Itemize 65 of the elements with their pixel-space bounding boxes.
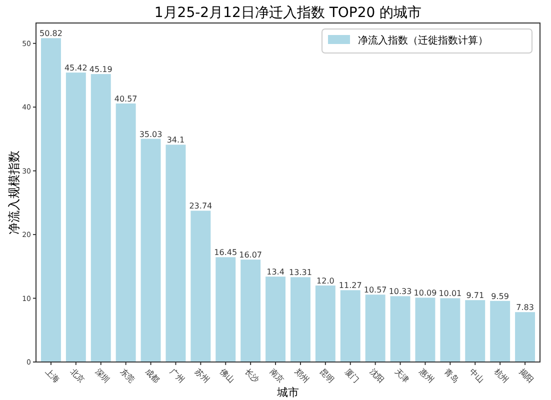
bar bbox=[66, 72, 86, 362]
x-tick-label: 揭阳 bbox=[518, 367, 536, 385]
data-label: 34.1 bbox=[166, 136, 185, 145]
x-tick-label: 中山 bbox=[468, 367, 486, 385]
legend-label: 净流入指数（迁徙指数计算） bbox=[358, 34, 488, 46]
bar bbox=[465, 300, 486, 362]
data-label: 13.4 bbox=[266, 268, 284, 277]
bar bbox=[340, 290, 360, 362]
x-tick-label: 杭州 bbox=[492, 366, 510, 385]
x-tick-label: 惠州 bbox=[417, 366, 436, 385]
x-axis-title: 城市 bbox=[276, 386, 299, 399]
data-label: 16.07 bbox=[239, 250, 262, 260]
data-label: 45.42 bbox=[64, 64, 88, 73]
bar bbox=[415, 298, 436, 362]
data-label: 50.82 bbox=[40, 29, 62, 38]
data-label: 16.45 bbox=[214, 248, 238, 258]
y-axis-title: 净流入规模指数 bbox=[7, 150, 21, 234]
bar bbox=[216, 257, 236, 362]
bar bbox=[240, 260, 261, 362]
legend: 净流入指数（迁徙指数计算） bbox=[322, 28, 532, 54]
data-label: 13.31 bbox=[289, 268, 312, 278]
data-label: 10.01 bbox=[438, 289, 462, 298]
x-tick-label: 南京 bbox=[268, 367, 286, 385]
bar bbox=[266, 276, 286, 362]
x-tick-label: 上海 bbox=[44, 367, 62, 385]
bar bbox=[315, 286, 336, 362]
x-tick-label: 青岛 bbox=[442, 367, 460, 385]
bar bbox=[140, 138, 161, 362]
x-tick-label: 昆明 bbox=[318, 367, 336, 385]
x-tick-label: 长沙 bbox=[243, 367, 261, 385]
data-label: 10.57 bbox=[364, 286, 387, 295]
bar bbox=[190, 210, 211, 362]
bar bbox=[40, 38, 61, 362]
data-label: 45.19 bbox=[89, 65, 112, 74]
bar bbox=[290, 277, 310, 362]
bar bbox=[365, 294, 386, 362]
bar bbox=[166, 144, 186, 362]
bar bbox=[90, 74, 111, 362]
x-tick-label: 苏州 bbox=[193, 367, 211, 385]
data-label: 12.0 bbox=[316, 276, 334, 286]
x-tick-label: 厦门 bbox=[342, 367, 361, 385]
x-tick-label: 东莞 bbox=[118, 367, 136, 385]
x-tick-label: 深圳 bbox=[93, 367, 112, 385]
data-label: 11.27 bbox=[338, 281, 362, 290]
x-tick-label: 北京 bbox=[68, 367, 86, 385]
data-label: 9.71 bbox=[466, 291, 484, 300]
x-tick-label: 天津 bbox=[392, 367, 411, 385]
bar bbox=[515, 312, 536, 362]
chart-title: 1月25-2月12日净迁入指数 TOP20 的城市 bbox=[154, 5, 422, 21]
bar bbox=[490, 300, 510, 362]
data-label: 40.57 bbox=[114, 94, 138, 104]
x-tick-label: 广州 bbox=[168, 367, 186, 385]
data-label: 10.09 bbox=[414, 288, 437, 298]
bar bbox=[116, 103, 136, 362]
data-label: 9.59 bbox=[491, 292, 509, 301]
x-tick-label: 成都 bbox=[143, 367, 162, 385]
bar bbox=[440, 298, 460, 362]
x-tick-label: 沈阳 bbox=[368, 367, 386, 385]
data-label: 23.74 bbox=[189, 202, 212, 211]
data-label: 35.03 bbox=[139, 130, 162, 139]
x-tick-label: 佛山 bbox=[218, 367, 236, 385]
data-label: 7.83 bbox=[516, 303, 534, 312]
x-tick-label: 郑州 bbox=[293, 367, 311, 385]
bar bbox=[390, 296, 410, 362]
data-label: 10.33 bbox=[388, 287, 412, 296]
